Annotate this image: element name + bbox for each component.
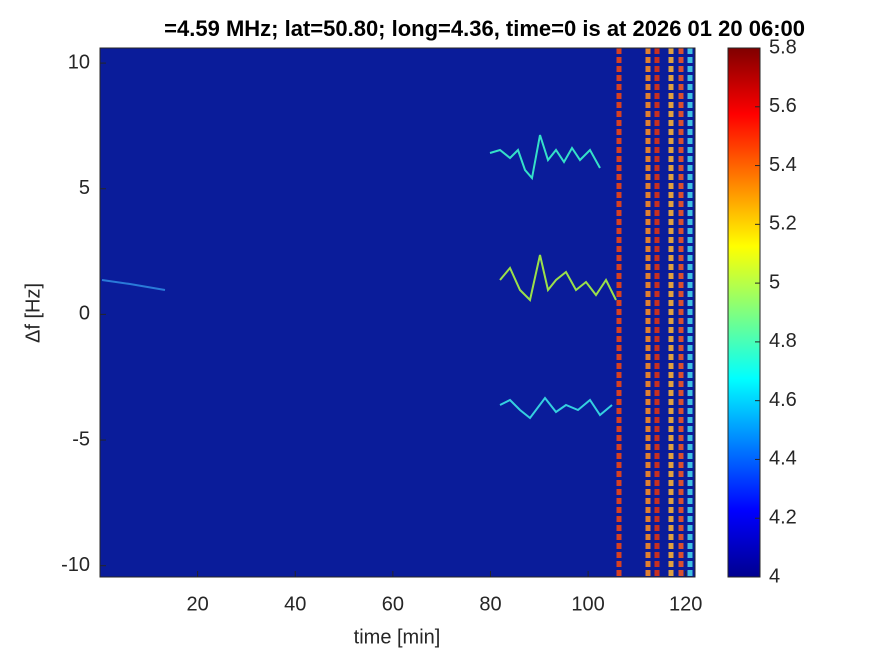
colorbar-tick-label: 5.6 <box>769 95 797 117</box>
chart-title: =4.59 MHz; lat=50.80; long=4.36, time=0 … <box>164 16 805 41</box>
y-axis-label: Δf [Hz] <box>22 283 44 343</box>
y-tick-label: 10 <box>68 51 90 73</box>
x-tick-label: 60 <box>382 593 404 615</box>
y-tick-label: -10 <box>61 554 90 576</box>
colorbar <box>727 47 761 578</box>
colorbar-tick-label: 5 <box>769 271 780 293</box>
x-tick-label: 80 <box>479 593 501 615</box>
colorbar-tick-label: 5.4 <box>769 154 797 176</box>
colorbar-tick-label: 4.4 <box>769 448 797 470</box>
x-tick-label: 20 <box>186 593 208 615</box>
spectrogram-texture <box>101 48 693 577</box>
colorbar-tick-label: 4.8 <box>769 330 797 352</box>
x-tick-label: 100 <box>571 593 604 615</box>
colorbar-tick-label: 4 <box>769 565 780 587</box>
plot-background <box>100 48 695 577</box>
colorbar-tick-label: 4.2 <box>769 507 797 529</box>
colorbar-tick-label: 5.8 <box>769 36 797 58</box>
x-tick-label: 120 <box>669 593 702 615</box>
plot-frame <box>99 47 696 578</box>
x-tick-label: 40 <box>284 593 306 615</box>
x-axis-label: time [min] <box>354 626 441 648</box>
y-tick-label: 0 <box>79 303 90 325</box>
y-tick-label: -5 <box>72 428 90 450</box>
y-tick-label: 5 <box>79 177 90 199</box>
colorbar-tick-label: 5.2 <box>769 213 797 235</box>
colorbar-tick-label: 4.6 <box>769 389 797 411</box>
